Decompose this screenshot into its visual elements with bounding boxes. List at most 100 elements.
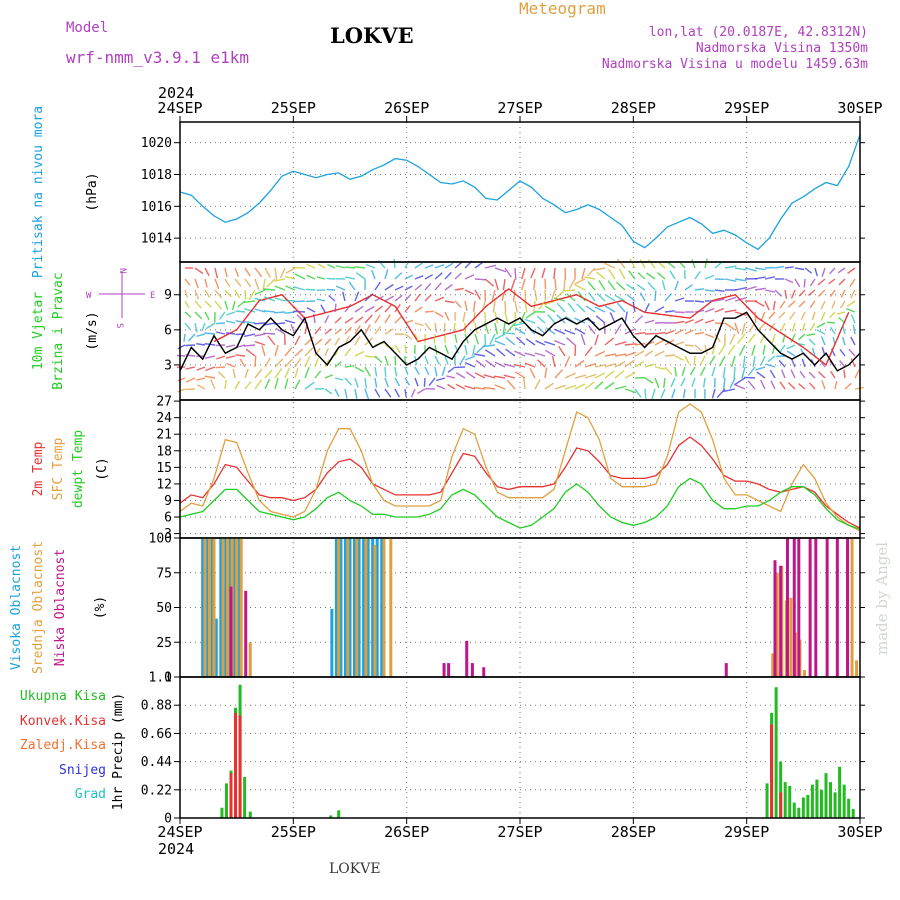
wind-arrow <box>306 274 316 280</box>
wind-arrow <box>244 381 252 390</box>
wind-arrow <box>656 272 666 280</box>
wind-arrow <box>524 289 527 302</box>
wind-arrow <box>324 338 332 346</box>
bar-low_cloud <box>814 538 818 677</box>
wind-arrow <box>738 344 746 356</box>
bar-total_precip <box>801 797 805 818</box>
wind-arrow <box>245 348 256 357</box>
wind-arrow <box>595 315 606 324</box>
wind-arrow <box>682 388 686 399</box>
bar-total_precip <box>806 794 810 818</box>
wind-arrow <box>694 344 703 352</box>
wind-arrow <box>636 284 646 291</box>
wind-arrow <box>334 361 342 368</box>
wind-arrow <box>504 311 509 324</box>
xtick-label-bottom: 29SEP <box>724 823 769 841</box>
wind-arrow <box>334 388 340 397</box>
wind-arrow <box>254 297 266 302</box>
bar-total_precip <box>847 798 851 818</box>
bar-mid_cloud <box>775 572 779 677</box>
bar-high_cloud <box>330 608 334 677</box>
wind-arrow <box>335 285 346 291</box>
wind-arrow <box>473 386 486 390</box>
wind-arrow <box>644 319 655 324</box>
wind-arrow <box>196 377 206 381</box>
wind-arrow <box>714 307 725 313</box>
wind-arrow <box>184 311 192 318</box>
ytick-label: 9 <box>164 288 172 303</box>
bar-low_cloud <box>229 586 233 677</box>
wind-arrow <box>404 304 411 313</box>
wind-arrow <box>798 289 806 297</box>
wind-arrow <box>215 322 226 325</box>
wind-arrow <box>669 270 676 280</box>
wind-arrow <box>204 366 216 372</box>
wind-arrow <box>234 380 241 390</box>
wind-arrow <box>187 333 196 342</box>
wind-arrow <box>847 267 856 274</box>
wind-arrow <box>414 262 423 269</box>
wind-arrow <box>204 332 216 335</box>
wind-arrow <box>544 278 547 290</box>
bar-high_cloud <box>380 538 384 677</box>
wind-arrow <box>711 388 716 399</box>
wind-arrow <box>554 328 566 335</box>
bar-mid_cloud <box>771 653 775 677</box>
wind-arrow <box>556 302 566 313</box>
wind-arrow <box>344 365 355 368</box>
wind-arrow <box>808 338 816 346</box>
bar-mid_cloud <box>373 544 377 677</box>
bar-high_cloud <box>205 538 209 677</box>
wind-arrow <box>234 267 240 277</box>
wind-arrow <box>454 333 458 343</box>
wind-arrow <box>464 361 476 368</box>
wind-arrow <box>394 304 401 313</box>
wind-arrow <box>516 336 526 346</box>
wind-arrow <box>504 300 507 313</box>
bar-high_cloud <box>223 538 227 677</box>
compass-w-label: W <box>86 291 92 301</box>
wind-arrow <box>365 263 376 269</box>
wind-arrow <box>473 353 486 357</box>
wind-arrow <box>734 322 740 335</box>
bar-high_cloud <box>375 538 379 677</box>
bar-total_precip <box>851 809 855 818</box>
wind-arrow <box>503 332 516 335</box>
wind-arrow <box>194 289 200 300</box>
wind-arrow <box>536 315 546 324</box>
wind-arrow <box>215 366 226 369</box>
wind-arrow <box>821 380 826 390</box>
xtick-label-bottom: 28SEP <box>611 823 656 841</box>
wind-arrow <box>326 288 336 291</box>
wind-arrow <box>294 348 304 357</box>
wind-arrow <box>704 344 708 355</box>
wind-arrow <box>444 271 452 280</box>
wind-arrow <box>494 333 506 340</box>
wind-arrow <box>535 340 546 346</box>
wind-arrow <box>224 278 231 288</box>
wind-arrow <box>634 331 646 335</box>
wind-arrow <box>593 267 606 271</box>
bar-total_precip <box>788 785 792 818</box>
wind-arrow <box>836 311 846 315</box>
wind-arrow <box>464 274 475 280</box>
wind-arrow <box>780 322 786 332</box>
wind-arrow <box>354 325 361 335</box>
wind-arrow <box>243 344 256 347</box>
wind-arrow <box>404 285 413 291</box>
wind-arrow <box>843 369 846 379</box>
wind-arrow <box>446 375 456 379</box>
wind-arrow <box>742 355 746 369</box>
wind-arrow <box>584 373 597 379</box>
wind-arrow <box>254 379 263 390</box>
wind-arrow <box>634 350 645 357</box>
wind-arrow <box>733 383 746 390</box>
wind-arrow <box>703 377 706 388</box>
wind-arrow <box>261 345 266 357</box>
wind-arrow <box>284 367 291 379</box>
wind-arrow <box>651 388 656 400</box>
wind-arrow <box>584 346 593 357</box>
wind-arrow <box>293 300 306 303</box>
wind-arrow <box>587 281 596 291</box>
wind-arrow <box>794 267 805 271</box>
